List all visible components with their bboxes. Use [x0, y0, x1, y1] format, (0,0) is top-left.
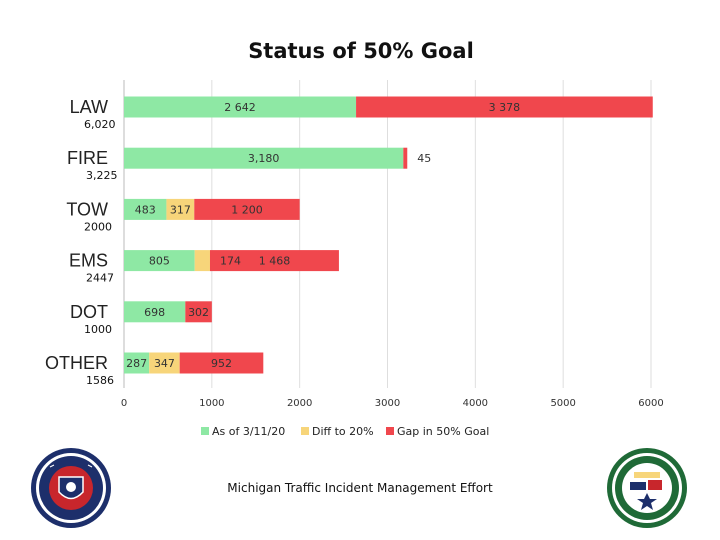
data-label: 1 468 [259, 255, 291, 268]
grid-lines [123, 80, 652, 388]
bar-other-series-2 [149, 352, 180, 374]
data-label: 287 [126, 357, 147, 370]
data-label: 302 [188, 306, 209, 319]
data-label: 805 [149, 255, 170, 268]
data-label: 2 642 [224, 101, 256, 114]
x-tick-label: 0 [121, 398, 127, 409]
chart-title: Status of 50% Goal [248, 39, 474, 63]
data-label: 317 [170, 203, 191, 216]
bar-tow-series-1 [124, 198, 167, 220]
data-label: 347 [154, 357, 175, 370]
bar-law-series-3 [356, 96, 653, 118]
data-label: 1 200 [231, 203, 263, 216]
x-tick-label: 1000 [199, 398, 224, 409]
bar-ems-series-3 [209, 250, 339, 272]
bar-tow-series-3 [194, 198, 300, 220]
data-label: 3 378 [489, 101, 521, 114]
legend-swatch [201, 427, 209, 435]
legend-swatch [386, 427, 394, 435]
bar-fire-series-1 [124, 147, 404, 169]
legend: As of 3/11/20 Diff to 20% Gap in 50% Goal [201, 425, 489, 438]
bar-other-series-1 [124, 352, 150, 374]
bar-law-series-1 [124, 96, 357, 118]
data-label: 174 [220, 255, 241, 268]
data-label: 3,180 [248, 152, 280, 165]
goal-label: 1000 [84, 323, 112, 336]
bar-dot-series-3 [185, 301, 212, 323]
goal-label: 3,225 [86, 169, 118, 182]
goal-label: 2000 [84, 220, 112, 233]
michigan-state-police-logo [31, 448, 111, 528]
x-tick-label: 6000 [638, 398, 663, 409]
data-labels: 2 642 3 378 3,180 45 483 317 1 200 805 174 1 468 6… [126, 101, 520, 370]
goal-label: 1586 [86, 374, 114, 387]
bars [124, 96, 653, 374]
bar-ems-series-2 [194, 250, 210, 272]
category-label: OTHER [45, 353, 108, 373]
legend-swatch [301, 427, 309, 435]
bar-ems-series-1 [124, 250, 195, 272]
category-label: LAW [70, 97, 108, 117]
x-tick-label: 5000 [550, 398, 575, 409]
legend-label: As of 3/11/20 [212, 425, 285, 438]
bar-other-series-3 [179, 352, 264, 374]
category-label: FIRE [67, 148, 108, 168]
bar-dot-series-1 [124, 301, 186, 323]
x-tick-label: 3000 [375, 398, 400, 409]
data-label: 45 [417, 152, 431, 165]
michigan-tim-logo [607, 448, 687, 528]
bar-fire-series-3 [403, 147, 408, 169]
legend-label: Diff to 20% [312, 425, 374, 438]
footer-text: Michigan Traffic Incident Management Eff… [227, 481, 493, 495]
bar-tow-series-2 [166, 198, 195, 220]
data-label: 698 [144, 306, 165, 319]
goal-label: 6,020 [84, 118, 116, 131]
category-label: DOT [70, 302, 108, 322]
data-label: 952 [211, 357, 232, 370]
category-label: EMS [69, 251, 108, 271]
x-tick-label: 4000 [463, 398, 488, 409]
x-axis-ticks: 0 1000 2000 3000 4000 5000 6000 [121, 398, 664, 409]
data-label: 483 [135, 203, 156, 216]
category-label: TOW [66, 199, 108, 219]
legend-label: Gap in 50% Goal [397, 425, 489, 438]
goal-label: 2447 [86, 272, 114, 285]
x-tick-label: 2000 [287, 398, 312, 409]
